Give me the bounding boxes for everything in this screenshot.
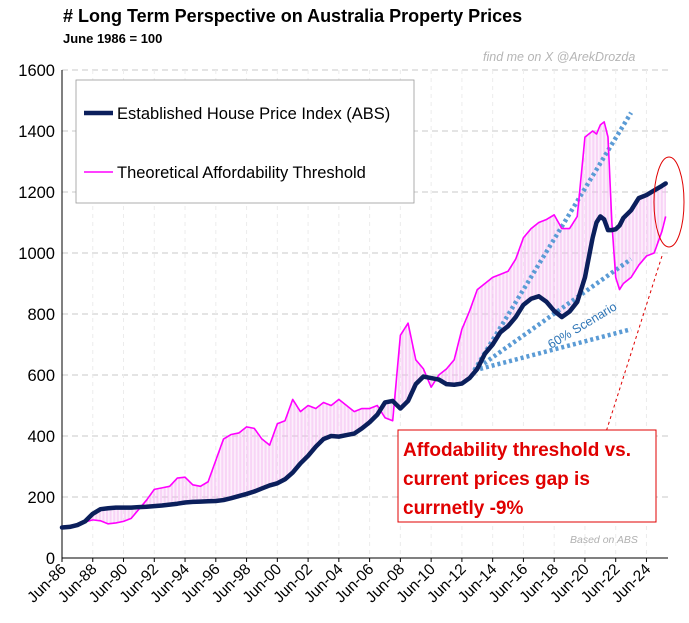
callout-leader-line [605, 255, 663, 433]
legend-box [75, 79, 415, 204]
y-tick-label: 0 [46, 550, 55, 568]
y-tick-label: 1600 [18, 62, 55, 80]
y-tick-label: 1000 [18, 245, 55, 263]
y-tick-labels: 0 200 400 600 800 1000 1200 1400 1600 [18, 62, 55, 568]
y-tick-label: 1400 [18, 123, 55, 141]
source-note: Based on ABS [570, 534, 638, 546]
y-tick-label: 600 [27, 367, 55, 385]
y-tick-label: 1200 [18, 184, 55, 202]
watermark-text: find me on X @ArekDrozda [483, 50, 636, 64]
scenario-trend-line [472, 111, 634, 372]
highlight-ellipse [653, 156, 685, 248]
legend: Established House Price Index (ABS) Theo… [75, 79, 415, 204]
series-layer [59, 111, 668, 530]
scenario-trend-line [472, 257, 633, 373]
x-tick-labels: Jun-86Jun-88Jun-90Jun-92Jun-94Jun-96Jun-… [24, 561, 654, 607]
y-tick-label: 200 [27, 489, 55, 507]
chart-title: # Long Term Perspective on Australia Pro… [63, 6, 523, 26]
callout-line-3: currnetly -9% [403, 498, 523, 519]
axes [61, 70, 668, 562]
callout-line-1: Affodability threshold vs. [403, 440, 631, 461]
callout-line-2: current prices gap is [403, 469, 590, 490]
y-tick-label: 800 [27, 306, 55, 324]
index-series-line [59, 181, 668, 530]
chart-subtitle: June 1986 = 100 [63, 31, 163, 46]
legend-label-index: Established House Price Index (ABS) [117, 105, 390, 123]
callout-box: Affodability threshold vs. current price… [397, 429, 657, 523]
y-tick-label: 400 [27, 428, 55, 446]
callout-frame [397, 429, 657, 523]
legend-label-threshold: Theoretical Affordability Threshold [117, 164, 366, 182]
